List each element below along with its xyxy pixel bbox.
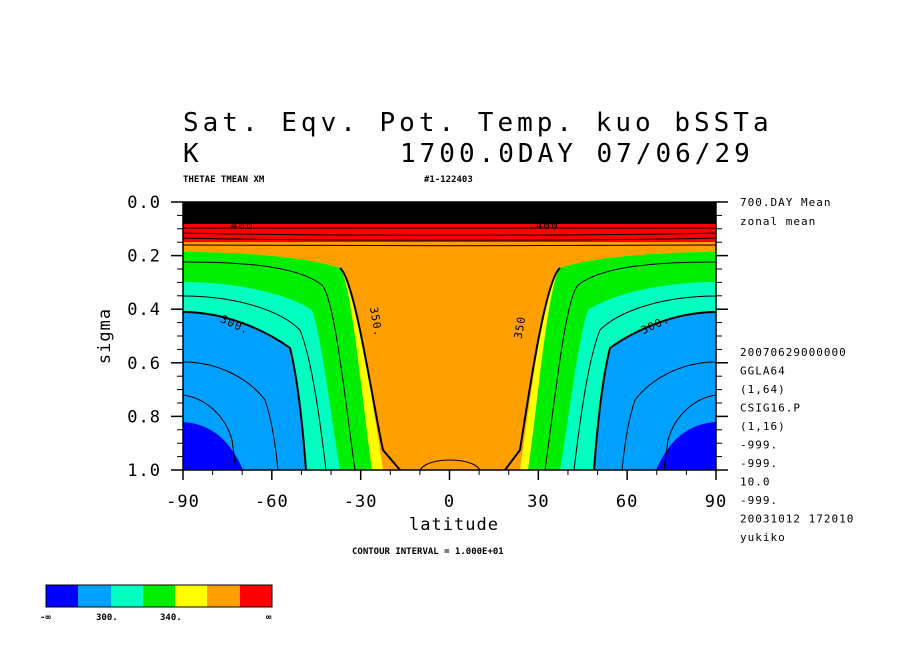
metadata-line: 10.0 [740, 476, 771, 489]
x-tick-label: -60 [255, 492, 289, 512]
contour-label: 350 [512, 315, 529, 340]
mean-label: 700.DAY Mean [740, 196, 831, 209]
run-id-label: #1-122403 [424, 175, 473, 185]
y-tick-label: 0.8 [127, 407, 161, 427]
colorbar-swatch-orange [207, 585, 240, 607]
colorbar-label-max: ∞ [266, 613, 272, 623]
x-tick-label: 90 [705, 492, 727, 512]
variable-label: THETAE TMEAN XM [183, 175, 265, 185]
colorbar-label-min: -∞ [40, 613, 51, 623]
colorbar-label-340: 340. [160, 613, 182, 623]
y-axis: 0.0 0.2 0.4 0.6 0.8 1.0 [127, 193, 728, 481]
contour-label: 400 [231, 219, 254, 232]
colorbar: -∞ 300. 340. ∞ [40, 584, 273, 623]
x-axis-label: latitude [409, 515, 499, 535]
y-tick-label: 1.0 [127, 461, 161, 481]
metadata-lines: 20070629000000 GGLA64 (1,64) CSIG16.P (1,16)… [740, 346, 854, 544]
x-tick-label: 30 [527, 492, 549, 512]
x-tick-label: -30 [344, 492, 378, 512]
unit-label: K [183, 139, 203, 169]
y-tick-label: 0.4 [127, 300, 161, 320]
metadata-line: -999. [740, 457, 778, 470]
colorbar-label-300: 300. [96, 613, 118, 623]
colorbar-swatch-yellow [175, 585, 207, 607]
metadata-line: -999. [740, 439, 778, 452]
dark-band [183, 202, 716, 224]
chart-subtitle: 1700.0DAY 07/06/29 [400, 139, 754, 169]
blue-left [183, 422, 243, 470]
colorbar-swatch-red [240, 585, 272, 607]
bold-contours [183, 267, 716, 470]
upper-contours [183, 227, 716, 247]
x-axis: -90 -60 -30 0 30 60 90 [166, 470, 727, 512]
x-tick-label: 60 [616, 492, 638, 512]
metadata-line: -999. [740, 494, 778, 507]
orange-surface [400, 443, 500, 470]
metadata-line: GGLA64 [740, 365, 786, 378]
y-axis-label: sigma [95, 308, 115, 364]
metadata-line: (1,16) [740, 420, 786, 433]
lightblue-left [183, 312, 306, 470]
metadata-line: CSIG16.P [740, 402, 801, 415]
chart-title: Sat. Eqv. Pot. Temp. kuo bSSTa [183, 108, 773, 138]
colorbar-swatch-aqua [111, 585, 143, 607]
colorbar-swatch-lightblue [78, 585, 111, 607]
colorbar-swatch-green [143, 585, 175, 607]
contour-interval-label: CONTOUR INTERVAL = 1.000E+01 [352, 547, 504, 557]
x-tick-label: -90 [166, 492, 200, 512]
metadata-line: (1,64) [740, 383, 786, 396]
contour-lines [183, 261, 716, 470]
contour-fill [183, 202, 716, 470]
y-tick-label: 0.0 [127, 193, 161, 213]
lightblue-right [594, 312, 716, 470]
zonal-label: zonal mean [740, 215, 816, 228]
contour-label: 400 [536, 219, 559, 232]
x-tick-label: 0 [444, 492, 455, 512]
y-tick-label: 0.2 [127, 247, 161, 267]
y-tick-label: 0.6 [127, 354, 161, 374]
metadata-line: 20070629000000 [740, 346, 847, 359]
blue-right [656, 422, 716, 470]
metadata-line: yukiko [740, 531, 786, 544]
colorbar-swatch-blue [46, 585, 78, 607]
contour-label: 350. [367, 306, 385, 338]
metadata-line: 20031012 172010 [740, 513, 854, 526]
